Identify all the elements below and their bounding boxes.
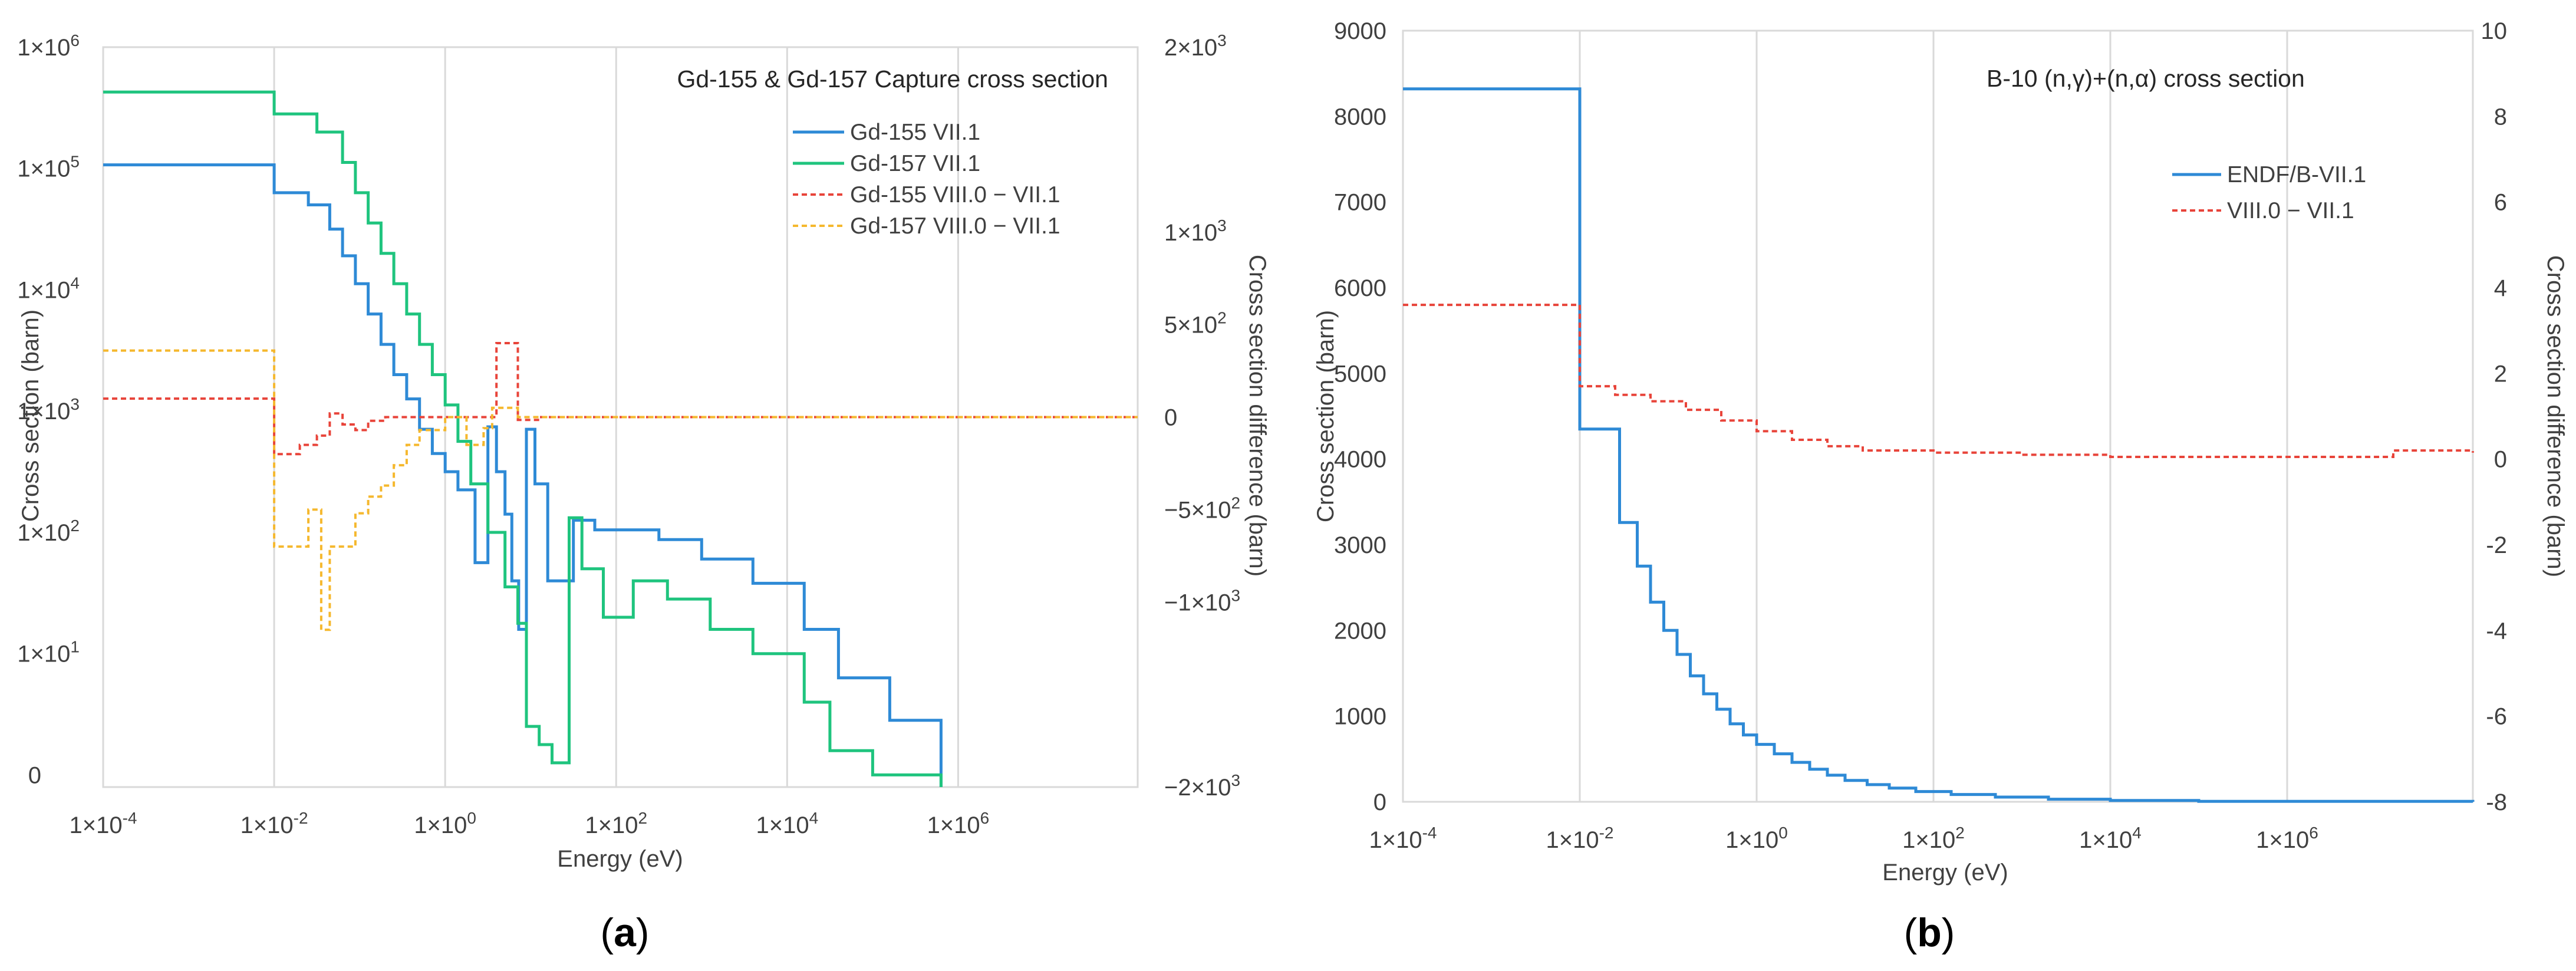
chart-a-y2-axis-label: Cross section difference (barn) <box>1244 255 1270 577</box>
chart-a-y-tick-label: 1×105 <box>17 153 80 182</box>
chart-b-x-tick-label: 1×104 <box>2079 824 2142 853</box>
chart-b-x-axis-label: Energy (eV) <box>1882 860 2008 886</box>
panel-caption-b: (b) <box>1904 910 1955 955</box>
chart-b-y2-axis-label: Cross section difference (barn) <box>2542 255 2568 577</box>
chart-b-legend: ENDF/B-VII.1 VIII.0 − VII.1 <box>2172 162 2366 223</box>
chart-b-y2-tick-label: -8 <box>2486 789 2507 815</box>
chart-b-series <box>1403 87 2475 803</box>
chart-a-y2-tick-label: 1×103 <box>1164 216 1227 246</box>
chart-a-y-tick-label: 1×106 <box>17 31 80 61</box>
chart-a-y2-tick-label: −2×103 <box>1164 771 1240 801</box>
chart-b: 1×10-4 1×10-2 1×100 1×102 1×104 1×106 0100020… <box>1313 18 2568 955</box>
chart-b-title: B-10 (n,γ)+(n,α) cross section <box>1987 65 2305 92</box>
chart-a-series-line-2 <box>103 342 1138 456</box>
chart-b-y-tick-labels: 0 1000 2000 3000 4000 5000 6000 7000 8000 9000 <box>1334 18 1386 815</box>
chart-b-y-tick-label: 9000 <box>1334 18 1386 44</box>
chart-b-plot-frame <box>1402 29 2474 803</box>
legend-label-gd157-diff: Gd-157 VIII.0 − VII.1 <box>850 213 1060 239</box>
chart-a-y-tick-labels: 1×101 1×102 1×103 1×104 1×105 1×106 0 <box>17 31 80 788</box>
chart-a-y2-tick-labels: 2×103 1×103 5×102 0 −5×102 −1×103 −2×103 <box>1164 31 1240 801</box>
chart-a: 1×10-4 1×10-2 1×100 1×102 1×104 1×106 1×1011×… <box>17 31 1270 955</box>
chart-a-x-tick-label: 1×100 <box>414 809 476 838</box>
chart-a-x-tick-label: 1×10-2 <box>241 809 308 838</box>
chart-b-y2-tick-label: -2 <box>2486 532 2507 558</box>
chart-a-y2-tick-label: 5×102 <box>1164 309 1227 338</box>
chart-b-y2-tick-label: 4 <box>2494 275 2507 301</box>
chart-b-y-tick-label: 6000 <box>1334 275 1386 301</box>
chart-a-series-line-3 <box>103 349 1138 631</box>
chart-b-y2-tick-label: 8 <box>2494 104 2507 130</box>
chart-b-series-line-0 <box>1403 87 2475 803</box>
chart-b-y-tick-label: 4000 <box>1334 447 1386 473</box>
chart-b-y-tick-label: 3000 <box>1334 532 1386 558</box>
legend-label-gd155-vii1: Gd-155 VII.1 <box>850 120 980 145</box>
chart-b-y-tick-label: 5000 <box>1334 361 1386 387</box>
chart-b-y2-tick-labels: -8 -6 -4 -2 0 2 4 6 8 10 <box>2481 18 2508 815</box>
chart-a-y-tick-label: 1×101 <box>17 638 80 667</box>
chart-b-y-axis-label: Cross section (barn) <box>1313 310 1339 522</box>
legend-label-endf-b-vii1: ENDF/B-VII.1 <box>2227 162 2366 187</box>
legend-label-gd155-diff: Gd-155 VIII.0 − VII.1 <box>850 182 1060 208</box>
chart-a-y2-tick-label: −1×103 <box>1164 586 1240 615</box>
chart-b-x-tick-label: 1×102 <box>1902 824 1965 853</box>
chart-a-title: Gd-155 & Gd-157 Capture cross section <box>677 65 1108 93</box>
chart-a-series-line-1 <box>103 90 943 787</box>
chart-a-series-line-0 <box>103 163 943 787</box>
chart-a-x-tick-label: 1×102 <box>585 809 647 838</box>
legend-label-gd157-vii1: Gd-157 VII.1 <box>850 151 980 176</box>
chart-a-y-tick-label: 1×104 <box>17 274 80 303</box>
chart-a-x-tick-label: 1×104 <box>756 809 818 838</box>
chart-a-legend: Gd-155 VII.1 Gd-157 VII.1 Gd-155 VIII.0 … <box>793 120 1060 239</box>
chart-a-y-tick-label: 1×103 <box>17 395 80 424</box>
chart-a-x-tick-labels: 1×10-4 1×10-2 1×100 1×102 1×104 1×106 <box>69 809 989 838</box>
chart-b-y-tick-label: 0 <box>1373 789 1386 815</box>
chart-b-y2-tick-label: 0 <box>2494 447 2507 473</box>
chart-b-y-tick-label: 7000 <box>1334 190 1386 216</box>
chart-b-y-tick-label: 2000 <box>1334 618 1386 644</box>
chart-b-y2-tick-label: -6 <box>2486 704 2507 730</box>
chart-a-x-tick-label: 1×106 <box>927 809 990 838</box>
chart-b-y2-tick-label: 2 <box>2494 361 2507 387</box>
panel-caption-a: (a) <box>600 910 649 955</box>
chart-b-x-tick-label: 1×106 <box>2256 824 2318 853</box>
chart-b-y2-tick-label: 6 <box>2494 190 2507 216</box>
chart-a-series <box>103 90 1138 787</box>
chart-b-x-tick-label: 1×10-2 <box>1546 824 1613 853</box>
chart-a-x-axis-label: Energy (eV) <box>557 846 683 872</box>
chart-b-y-tick-label: 1000 <box>1334 704 1386 730</box>
chart-b-x-tick-label: 1×100 <box>1725 824 1788 853</box>
chart-a-y-tick-label: 1×102 <box>17 516 80 546</box>
chart-a-y-axis-label: Cross section (barn) <box>18 310 44 522</box>
chart-b-series-line-1 <box>1403 304 2474 458</box>
chart-a-y-tick-label-zero: 0 <box>28 762 41 788</box>
chart-b-x-tick-labels: 1×10-4 1×10-2 1×100 1×102 1×104 1×106 <box>1369 824 2318 853</box>
chart-a-x-tick-label: 1×10-4 <box>69 809 137 838</box>
chart-a-y2-tick-label: 2×103 <box>1164 31 1227 61</box>
chart-b-x-tick-label: 1×10-4 <box>1369 824 1437 853</box>
chart-b-y2-tick-label: -4 <box>2486 618 2507 644</box>
chart-a-y2-tick-label: 0 <box>1164 405 1177 431</box>
chart-a-y2-tick-label: −5×102 <box>1164 493 1240 523</box>
chart-b-y-tick-label: 8000 <box>1334 104 1386 130</box>
chart-b-gridlines <box>1402 31 2288 802</box>
legend-label-b10-diff: VIII.0 − VII.1 <box>2227 198 2354 223</box>
chart-b-y2-tick-label: 10 <box>2481 18 2508 44</box>
